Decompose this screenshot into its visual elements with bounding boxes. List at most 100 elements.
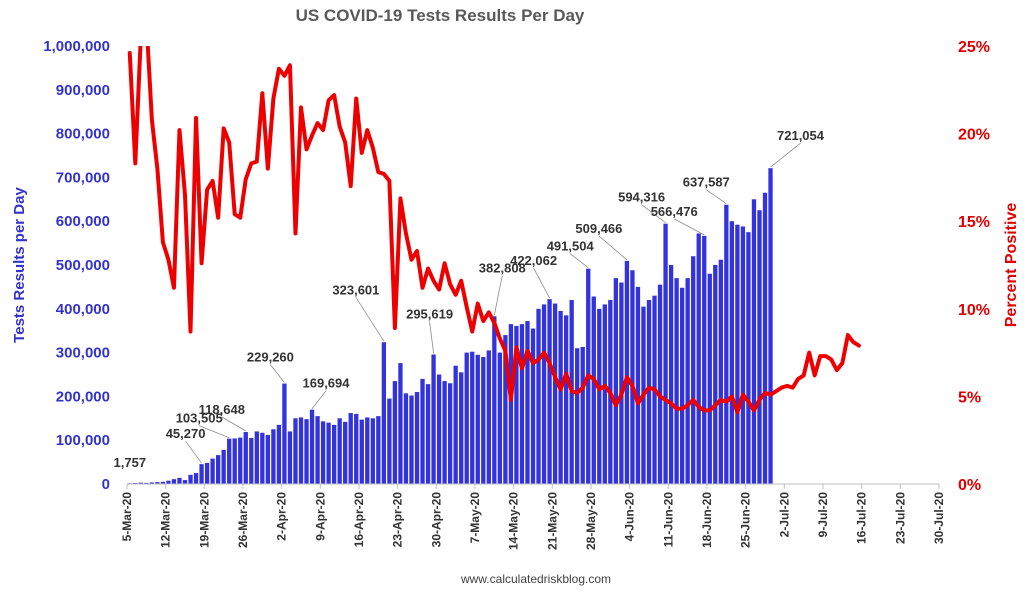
callout-leader <box>199 425 230 439</box>
test-bar <box>580 346 585 484</box>
test-bar <box>282 383 287 484</box>
test-bar <box>249 438 254 484</box>
bar-value-label: 509,466 <box>575 221 622 236</box>
test-bar <box>293 418 298 484</box>
x-tick-label: 25-Jun-20 <box>739 492 753 548</box>
callout-leader <box>355 297 385 342</box>
x-tick-label: 11-Jun-20 <box>661 492 675 548</box>
test-bar <box>563 315 569 484</box>
callout-leader <box>674 218 705 236</box>
x-tick-label: 30-Jul-20 <box>932 492 946 544</box>
y-tick-label: 200,000 <box>56 388 110 405</box>
test-bar <box>271 429 276 484</box>
test-bar <box>497 352 503 484</box>
test-bar <box>575 348 580 484</box>
test-bar <box>232 438 237 484</box>
test-bar <box>464 352 469 484</box>
test-bar <box>420 378 425 484</box>
test-bar <box>238 437 243 484</box>
bar-value-label: 566,476 <box>651 204 698 219</box>
bar-value-label: 594,316 <box>618 190 665 205</box>
x-tick-label: 28-May-20 <box>584 492 598 550</box>
x-tick-label: 18-Jun-20 <box>700 492 714 548</box>
test-bar <box>713 265 718 484</box>
test-bar <box>459 372 464 484</box>
test-bar <box>155 482 160 484</box>
bar-value-label: 118,648 <box>199 402 245 417</box>
test-bar <box>530 328 536 484</box>
callout-leader <box>185 440 202 464</box>
test-bar <box>751 199 757 485</box>
test-bar <box>619 282 624 484</box>
test-bar <box>243 432 248 484</box>
chart-title: US COVID-19 Tests Results Per Day <box>296 6 585 25</box>
percent-positive-line <box>127 46 861 415</box>
y-axis-title: Tests Results per Day <box>11 187 28 343</box>
test-bar <box>558 310 563 484</box>
bar-value-label: 169,694 <box>303 376 351 391</box>
bar-value-label: 491,504 <box>547 239 595 254</box>
test-bar <box>668 265 674 484</box>
test-bar <box>365 417 370 484</box>
test-bar <box>519 324 525 484</box>
test-bar <box>453 365 458 484</box>
test-bar <box>657 284 663 484</box>
test-bar <box>210 458 215 484</box>
test-bar <box>260 432 265 484</box>
y-tick-label: 900,000 <box>56 82 110 99</box>
test-bar <box>199 464 204 484</box>
test-bar <box>729 221 735 484</box>
test-bar <box>481 356 486 484</box>
test-bar <box>144 482 149 484</box>
y2-axis-title: Percent Positive <box>1003 203 1020 328</box>
x-tick-label: 4-Jun-20 <box>623 492 637 542</box>
test-bar <box>276 424 282 484</box>
test-bar <box>387 398 392 484</box>
test-bar <box>227 438 232 484</box>
y2-tick-label: 5% <box>958 389 981 406</box>
test-bar <box>503 335 508 484</box>
test-bar <box>309 409 315 484</box>
test-bar <box>370 418 375 484</box>
source-label: www.calculatedriskblog.com <box>460 572 611 586</box>
y2-tick-label: 20% <box>958 127 990 144</box>
test-bar <box>442 381 447 484</box>
bar-value-label: 721,054 <box>777 128 825 143</box>
test-bar <box>171 479 177 484</box>
test-bar <box>663 223 668 484</box>
test-bar <box>707 273 712 484</box>
test-bar <box>359 419 364 484</box>
test-bar <box>552 303 558 484</box>
x-tick-label: 12-Mar-20 <box>159 492 173 548</box>
x-tick-label: 16-Apr-20 <box>352 492 366 548</box>
test-bar <box>679 287 685 484</box>
y2-tick-label: 10% <box>958 302 990 319</box>
test-bar <box>696 233 701 484</box>
test-bar <box>508 324 514 484</box>
test-bar <box>166 480 171 484</box>
test-bar <box>602 304 607 484</box>
test-bar <box>591 296 596 484</box>
test-bar <box>492 316 497 484</box>
test-bar <box>702 235 707 484</box>
bar-value-label: 229,260 <box>247 350 294 365</box>
test-bar <box>768 168 773 484</box>
callout-leader <box>221 416 247 432</box>
test-bar <box>343 421 348 484</box>
test-bar <box>436 374 442 484</box>
bar-value-label: 323,601 <box>332 282 379 297</box>
test-bar <box>409 395 414 484</box>
test-bar <box>348 413 353 484</box>
callout-leader <box>533 267 550 299</box>
y2-tick-label: 25% <box>958 39 990 56</box>
x-tick-label: 26-Mar-20 <box>236 492 250 548</box>
test-bar <box>392 381 398 484</box>
y-tick-label: 100,000 <box>56 432 110 449</box>
x-tick-label: 21-May-20 <box>545 492 559 550</box>
callout-leader <box>429 321 434 354</box>
axes-layer: 0 100,000 200,000 300,000 400,000 500,000 600,… <box>43 38 990 550</box>
test-bar <box>381 342 387 484</box>
test-bar <box>447 383 453 484</box>
test-bar <box>204 462 210 484</box>
